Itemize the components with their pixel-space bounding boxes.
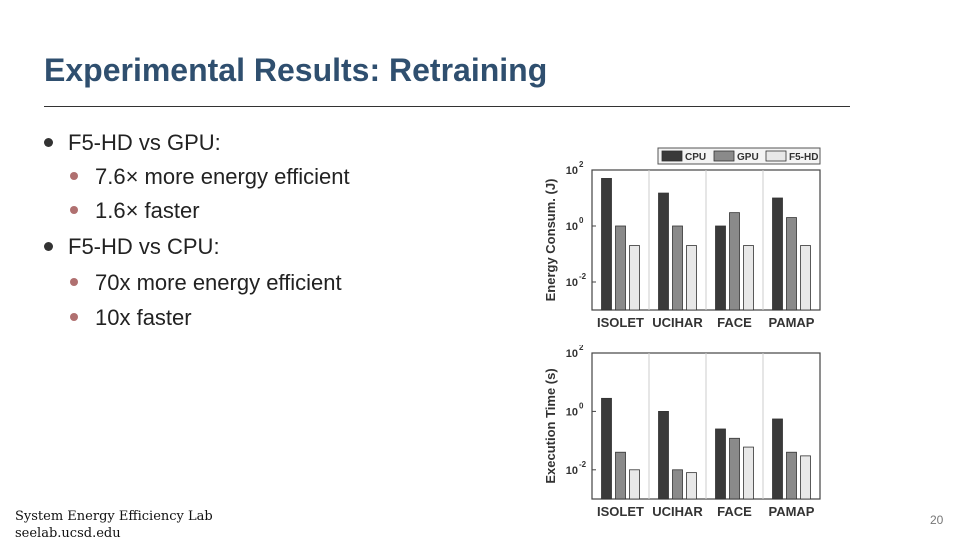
sub-bullet-cpu-speed-text: 10x faster	[95, 305, 192, 330]
energy-bar-f5-hd-pamap	[800, 245, 811, 311]
sub-bullet-cpu-energy: 70x more energy efficient	[70, 270, 342, 296]
time-bar-cpu-ucihar	[658, 411, 669, 500]
time-bar-f5-hd-face	[743, 446, 754, 500]
bullet-gpu: F5-HD vs GPU:	[44, 130, 221, 156]
time-bar-f5-hd-ucihar	[686, 472, 697, 500]
time-bar-cpu-pamap	[772, 418, 783, 500]
footer-url: seelab.ucsd.edu	[15, 526, 121, 541]
bullet-cpu: F5-HD vs CPU:	[44, 234, 220, 260]
footer-lab-name: System Energy Efficiency Lab	[15, 509, 213, 524]
sub-bullet-cpu-energy-text: 70x more energy efficient	[95, 270, 342, 295]
slide-title: Experimental Results: Retraining	[44, 52, 548, 88]
sub-bullet-gpu-energy-text: 7.6× more energy efficient	[95, 164, 350, 189]
page-number: 20	[930, 513, 944, 527]
legend-label-cpu: CPU	[685, 152, 706, 163]
time-bar-gpu-isolet	[615, 451, 626, 500]
time-bar-gpu-ucihar	[672, 469, 683, 500]
time-bar-f5-hd-pamap	[800, 455, 811, 500]
legend-swatch-cpu	[661, 150, 683, 162]
energy-xtick-label: PAMAP	[769, 315, 815, 330]
sub-bullet-dot	[70, 313, 78, 322]
time-bar-cpu-isolet	[601, 397, 612, 500]
time-bar-f5-hd-isolet	[629, 469, 640, 500]
energy-bar-f5-hd-isolet	[629, 245, 640, 311]
energy-ytick-exponent: 0	[579, 216, 584, 225]
time-xtick-label: FACE	[717, 504, 752, 519]
time-ytick-label: 10	[566, 348, 578, 360]
bullet-cpu-text: F5-HD vs CPU:	[68, 234, 220, 259]
energy-bar-gpu-ucihar	[672, 225, 683, 311]
sub-bullet-dot	[70, 278, 78, 287]
sub-bullet-dot	[70, 172, 78, 181]
energy-ytick-exponent: -2	[579, 272, 587, 281]
time-ytick-exponent: 0	[579, 401, 584, 410]
time-xtick-label: PAMAP	[769, 504, 815, 519]
energy-bar-gpu-pamap	[786, 217, 797, 311]
time-ytick-exponent: -2	[579, 460, 587, 469]
time-ytick-exponent: 2	[579, 345, 584, 352]
energy-xtick-label: FACE	[717, 315, 752, 330]
legend-swatch-gpu	[713, 150, 735, 162]
bullet-dot	[44, 137, 53, 147]
energy-bar-f5-hd-ucihar	[686, 245, 697, 311]
sub-bullet-gpu-energy: 7.6× more energy efficient	[70, 164, 350, 190]
time-bar-gpu-face	[729, 437, 740, 500]
bullet-dot	[44, 241, 53, 251]
energy-xtick-label: ISOLET	[597, 315, 644, 330]
energy-ylabel: Energy Consum. (J)	[543, 179, 558, 302]
energy-bar-f5-hd-face	[743, 245, 754, 311]
time-bar-gpu-pamap	[786, 451, 797, 500]
bullet-gpu-text: F5-HD vs GPU:	[68, 130, 221, 155]
time-xtick-label: UCIHAR	[652, 504, 703, 519]
legend-label-f5-hd: F5-HD	[789, 152, 818, 163]
energy-ytick-label: 10	[566, 277, 578, 289]
time-bar-cpu-face	[715, 428, 726, 500]
legend-label-gpu: GPU	[737, 152, 759, 163]
sub-bullet-cpu-speed: 10x faster	[70, 305, 192, 331]
legend-swatch-f5-hd	[765, 150, 787, 162]
energy-xtick-label: UCIHAR	[652, 315, 703, 330]
sub-bullet-gpu-speed: 1.6× faster	[70, 198, 200, 224]
energy-bar-gpu-isolet	[615, 225, 626, 311]
energy-bar-cpu-face	[715, 225, 726, 311]
energy-bar-cpu-ucihar	[658, 192, 669, 311]
energy-bar-gpu-face	[729, 212, 740, 311]
energy-ytick-label: 10	[566, 221, 578, 233]
sub-bullet-dot	[70, 206, 78, 215]
footer: System Energy Efficiency Lab seelab.ucsd…	[15, 508, 213, 542]
energy-bar-cpu-pamap	[772, 197, 783, 311]
energy-ytick-label: 10	[566, 165, 578, 177]
energy-bar-cpu-isolet	[601, 178, 612, 311]
time-ytick-label: 10	[566, 406, 578, 418]
time-ylabel: Execution Time (s)	[543, 368, 558, 483]
sub-bullet-gpu-speed-text: 1.6× faster	[95, 198, 200, 223]
time-xtick-label: ISOLET	[597, 504, 644, 519]
title-divider	[44, 106, 850, 107]
energy-ytick-exponent: 2	[579, 160, 584, 169]
time-ytick-label: 10	[566, 465, 578, 477]
